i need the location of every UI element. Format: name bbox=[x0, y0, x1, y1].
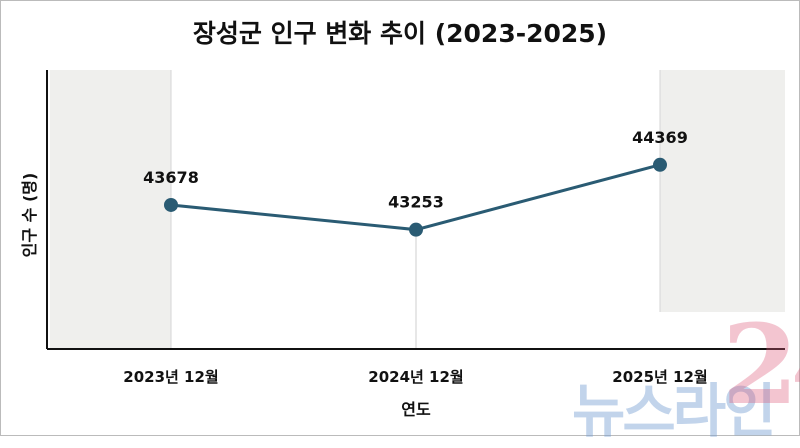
x-tick-label: 2024년 12월 bbox=[368, 368, 463, 386]
chart-title: 장성군 인구 변화 추이 (2023-2025) bbox=[192, 19, 608, 48]
data-point bbox=[409, 222, 423, 237]
line-chart: 43678 2023년 12월 43253 2024년 12월 44369 2025년 1… bbox=[46, 70, 785, 386]
shaded-band-left bbox=[50, 70, 171, 349]
shaded-band-right bbox=[660, 70, 785, 312]
data-label: 43678 bbox=[143, 168, 199, 187]
data-label: 43253 bbox=[388, 193, 444, 212]
x-axis-label: 연도 bbox=[401, 400, 431, 419]
data-point bbox=[164, 197, 178, 212]
x-tick-label: 2023년 12월 bbox=[123, 368, 218, 386]
watermark-logo-number: 24 bbox=[722, 300, 800, 429]
data-point bbox=[653, 157, 667, 172]
watermark-logo-text: 뉴스라인 bbox=[572, 377, 776, 445]
data-label: 44369 bbox=[632, 128, 688, 147]
x-tick-label: 2025년 12월 bbox=[612, 368, 707, 386]
